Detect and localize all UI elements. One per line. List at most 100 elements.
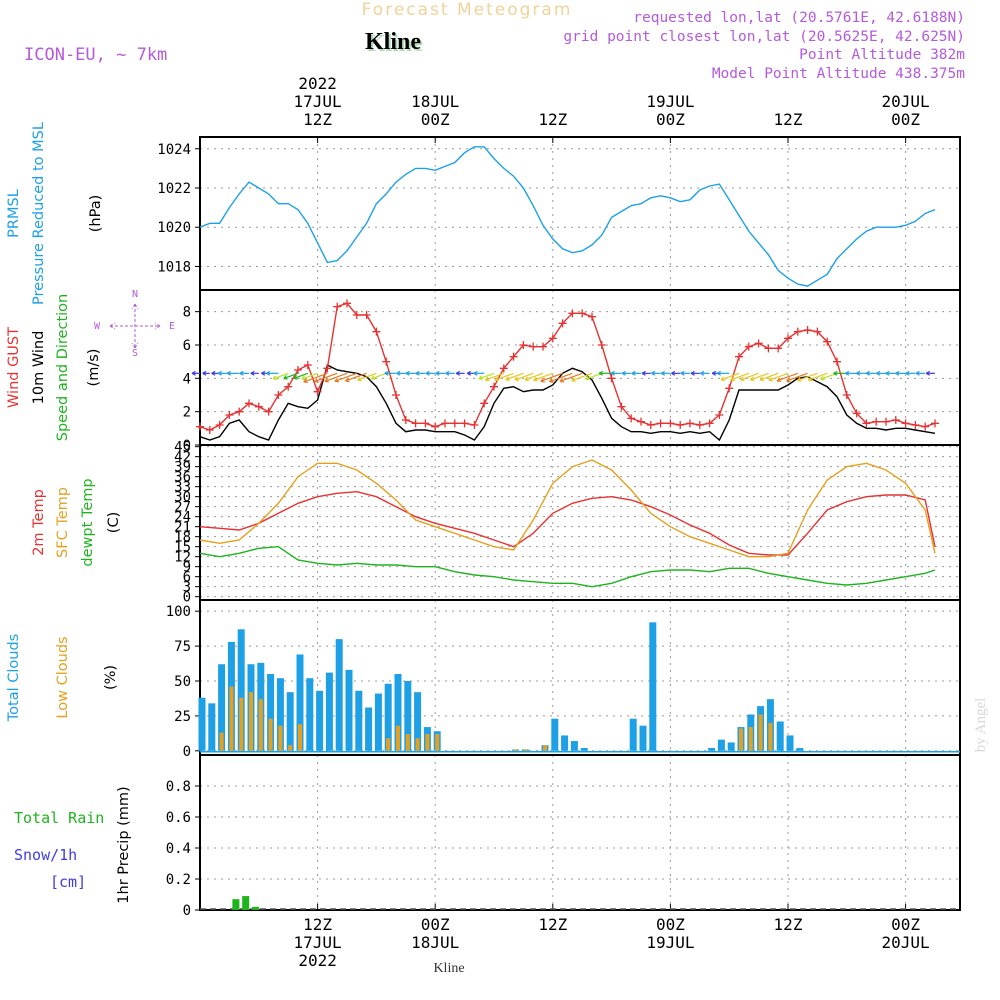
gust-marker [205, 426, 214, 434]
gust-marker [862, 419, 871, 428]
wind-arrow-head [885, 370, 890, 376]
total-cloud-bar [198, 697, 206, 751]
y-tick-label: 1024 [157, 142, 191, 158]
requested-coords: requested lon,lat (20.5761E, 42.6188N) [633, 10, 965, 26]
wind-arrow [514, 372, 534, 381]
wind-arrow-head [807, 376, 813, 382]
wind-arrow-head [266, 370, 271, 376]
gust-marker [842, 391, 851, 399]
chart-title: Forecast Meteogram [362, 0, 573, 20]
y-axis-title: Wind GUST [6, 327, 22, 408]
wind-arrow [533, 372, 554, 381]
wind-arrow-head [334, 377, 340, 383]
y-tick-label: 0.6 [166, 810, 191, 826]
top-time-label: 19JUL [646, 92, 694, 111]
total-cloud-bar [365, 707, 373, 751]
top-time-label: 20JUL [882, 92, 930, 111]
gust-marker [597, 341, 606, 349]
wind-arrow-head [711, 370, 716, 376]
gust-marker [882, 417, 890, 426]
wind-arrow-head [396, 370, 401, 376]
y-axis-title: SFC Temp [55, 487, 71, 558]
low-cloud-bar [288, 745, 293, 751]
bottom-time-label: 12Z [774, 915, 803, 934]
gust-marker [519, 341, 528, 349]
precip-bar [252, 906, 259, 910]
top-time-label: 12Z [303, 110, 332, 129]
wind-arrow-head [768, 376, 773, 382]
top-time-label: 12Z [538, 110, 567, 129]
y-axis-title: dewpt Temp [80, 478, 96, 566]
wind-arrow [750, 372, 769, 381]
gust-marker [558, 319, 567, 328]
gust-marker [725, 384, 734, 393]
wind-arrow [720, 372, 740, 381]
grid-coords: grid point closest lon,lat (20.5625E, 42… [563, 29, 965, 45]
low-cloud-bar [435, 734, 440, 751]
y-axis-title: Low Clouds [55, 636, 71, 718]
precip-bar [242, 896, 250, 910]
low-cloud-bar [523, 749, 528, 751]
y-tick-label: 1022 [157, 181, 191, 197]
wind-arrow-head [324, 378, 329, 383]
wind-arrow-head [357, 376, 362, 382]
gust-marker [450, 419, 459, 428]
gust-marker [911, 421, 920, 429]
gust-marker [225, 411, 234, 419]
wind-arrow-head [370, 375, 376, 381]
y-tick-label: 8 [183, 305, 191, 321]
wind-arrow-head [345, 377, 350, 383]
gust-marker [852, 409, 861, 418]
total-cloud-bar [374, 693, 382, 751]
gust-marker [382, 357, 391, 366]
wind-arrow-head [716, 370, 721, 376]
low-cloud-bar [415, 738, 420, 751]
panel-frame [199, 599, 961, 756]
gust-marker [813, 327, 822, 336]
wind-arrow-head [211, 370, 216, 376]
total-cloud-bar [335, 639, 343, 751]
total-cloud-bar [727, 742, 735, 751]
y-tick-label: 21 [174, 520, 191, 536]
y-axis-title: PRMSL [6, 189, 22, 238]
wind-arrow-head [845, 370, 850, 376]
wind-arrow-head [820, 375, 825, 381]
y-tick-label: 39 [174, 460, 191, 476]
wind-arrow [272, 372, 289, 380]
wind-arrow-head [226, 370, 231, 376]
total-cloud-bar [414, 692, 422, 751]
wind-arrow [540, 372, 563, 382]
gust-marker [480, 399, 489, 408]
low-cloud-bar [229, 686, 234, 751]
wind-arrow-head [405, 370, 410, 376]
wind-arrow-head [478, 375, 484, 381]
y-axis-title: Pressure Reduced to MSL [31, 122, 47, 305]
low-cloud-bar [396, 725, 400, 751]
gust-marker [568, 309, 577, 318]
bottom-time-label: 17JUL [294, 933, 342, 952]
total-cloud-bar [384, 683, 392, 751]
gust-marker [656, 419, 665, 428]
gust-marker [637, 417, 645, 426]
wind-arrow-head [740, 376, 745, 382]
top-time-label: 2022 [298, 74, 337, 93]
low-cloud-bar [543, 745, 547, 751]
wind-arrow-head [720, 376, 726, 382]
y-tick-label: 50 [174, 674, 191, 690]
precip-bar [232, 899, 240, 910]
gust-marker [774, 344, 783, 353]
y-tick-label: 12 [174, 550, 191, 566]
gust-marker [431, 422, 440, 431]
bottom-time-label: 12Z [538, 915, 567, 934]
total-cloud-bar [551, 718, 559, 751]
y-tick-label: 6 [183, 338, 191, 354]
compass-icon [109, 303, 161, 349]
gust-marker [666, 419, 675, 428]
gust-marker [764, 344, 773, 353]
total-cloud-bar [708, 748, 716, 751]
gust-marker [695, 421, 704, 429]
gust-marker [803, 326, 812, 334]
total-cloud-bar [580, 748, 588, 751]
wind-arrow-head [749, 376, 755, 382]
y-axis-title: 10m Wind [31, 331, 47, 405]
